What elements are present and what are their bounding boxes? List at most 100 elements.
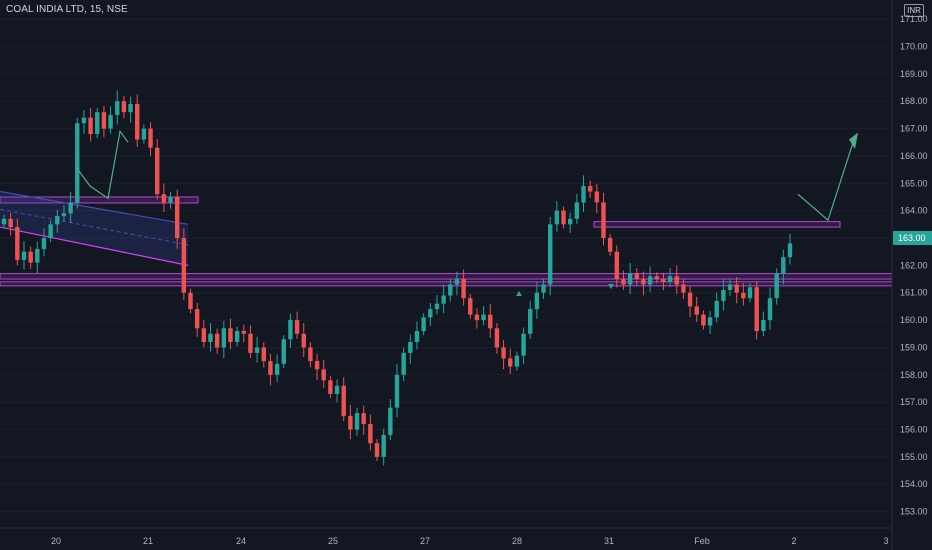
- y-tick-label: 169.00: [900, 69, 928, 79]
- candle-body: [41, 238, 47, 249]
- channel-mid-line: [0, 208, 189, 246]
- x-tick-label: 31: [604, 536, 614, 546]
- candle-body: [621, 279, 626, 285]
- y-tick-label: 157.00: [900, 397, 928, 407]
- candle-body: [554, 210, 560, 225]
- candle-body: [787, 243, 793, 258]
- grid: [0, 18, 892, 513]
- candle-body: [481, 314, 486, 321]
- candle-body: [721, 289, 726, 301]
- candle-body: [541, 284, 546, 293]
- candle-body: [508, 358, 513, 367]
- support-resistance-zone: [593, 221, 841, 228]
- candle-body: [448, 284, 453, 296]
- candle-body: [641, 279, 646, 285]
- currency-badge[interactable]: INR: [904, 4, 924, 17]
- symbol-title: COAL INDIA LTD, 15, NSE: [6, 4, 128, 15]
- candle-body: [55, 216, 60, 225]
- candle-body: [408, 341, 413, 353]
- y-tick-label: 160.00: [900, 315, 928, 325]
- candle-body: [341, 385, 346, 416]
- y-tick-label: 166.00: [900, 151, 928, 161]
- candle-body: [1, 218, 7, 225]
- candle-body: [294, 320, 300, 334]
- candle-body: [747, 287, 753, 299]
- candle-body: [141, 128, 147, 140]
- last-price-tag: [893, 231, 932, 246]
- y-tick-label: 168.00: [900, 96, 928, 106]
- candle-body: [707, 317, 713, 326]
- y-tick-label: 154.00: [900, 479, 928, 489]
- y-tick-label: 156.00: [900, 425, 928, 435]
- candle-body: [328, 380, 333, 394]
- candle-body: [754, 287, 759, 332]
- candle-body: [254, 347, 260, 353]
- candle-body: [301, 333, 306, 348]
- x-tick-label: 25: [328, 536, 338, 546]
- candle-body: [581, 186, 586, 203]
- y-tick-label: 167.00: [900, 124, 928, 134]
- y-tick-label: 161.00: [900, 288, 928, 298]
- candle-body: [454, 279, 460, 285]
- channel-fill: [0, 191, 188, 266]
- support-resistance-zone: [0, 196, 199, 204]
- candle-body: [701, 314, 706, 326]
- candle-body: [88, 117, 93, 135]
- candle-body: [101, 112, 107, 129]
- y-tick-label: 158.00: [900, 370, 928, 380]
- candle-body: [488, 314, 493, 329]
- candle-body: [348, 415, 353, 430]
- y-tick-label: 159.00: [900, 342, 928, 352]
- y-tick-label: 170.00: [900, 42, 928, 52]
- candle-body: [121, 101, 127, 113]
- candle-body: [574, 202, 580, 219]
- candle-body: [48, 224, 53, 239]
- candle-body: [95, 112, 100, 135]
- candle-body: [28, 251, 33, 263]
- candle-body: [661, 279, 666, 282]
- candle-body: [108, 114, 113, 129]
- candle-body: [627, 273, 633, 285]
- y-tick-label: 171.00: [900, 14, 928, 24]
- candle-body: [274, 363, 280, 375]
- candle-body: [241, 331, 246, 334]
- candle-body: [587, 186, 593, 192]
- candle-body: [694, 306, 699, 315]
- candle-body: [614, 251, 620, 280]
- candle-body: [115, 101, 120, 115]
- candle-body: [334, 385, 340, 394]
- candle-body: [308, 347, 313, 362]
- candle-body: [68, 202, 73, 214]
- x-tick-label: 28: [512, 536, 522, 546]
- candle-body: [8, 218, 13, 228]
- candle-body: [474, 314, 480, 321]
- candle-body: [741, 292, 746, 299]
- candle-body: [321, 369, 326, 381]
- candle-body: [414, 331, 420, 342]
- candle-body: [501, 347, 506, 359]
- candle-body: [248, 333, 253, 353]
- candle-body: [534, 292, 540, 310]
- candle-body: [634, 273, 639, 280]
- candle-body: [727, 284, 733, 290]
- y-tick-label: 153.00: [900, 507, 928, 517]
- signal-marker: [516, 291, 522, 296]
- projection-arrow-head: [849, 132, 858, 150]
- candle-body: [161, 194, 167, 203]
- candle-body: [128, 103, 133, 113]
- x-tick-label: 20: [51, 536, 61, 546]
- candle-body: [734, 284, 739, 293]
- candle-body: [401, 352, 406, 375]
- candle-body: [441, 295, 446, 304]
- candle-body: [361, 413, 366, 425]
- candle-body: [155, 147, 160, 195]
- candle-body: [494, 328, 500, 348]
- candle-body: [654, 276, 659, 280]
- candle-body: [201, 328, 207, 342]
- candle-body: [228, 328, 233, 342]
- pattern-zigzag: [75, 129, 129, 200]
- y-tick-label: 155.00: [900, 452, 928, 462]
- channel-layer: [0, 190, 189, 266]
- candle-body: [667, 276, 673, 282]
